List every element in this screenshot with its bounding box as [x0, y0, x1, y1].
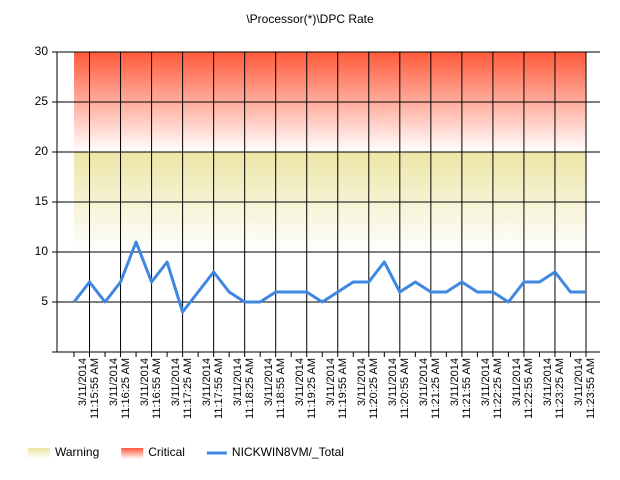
- x-tick-label: 3/11/2014 11:16:25 AM: [107, 358, 132, 419]
- x-tick-label: 3/11/2014 11:21:25 AM: [417, 358, 442, 419]
- x-tick-label: 3/11/2014 11:17:55 AM: [200, 358, 225, 419]
- series-line: [72, 240, 586, 314]
- x-tick-label: 3/11/2014 11:19:25 AM: [293, 358, 318, 419]
- legend-label: NICKWIN8VM/_Total: [232, 445, 344, 459]
- chart-title: \Processor(*)\DPC Rate: [246, 12, 374, 26]
- x-tick-label: 3/11/2014 11:20:55 AM: [386, 358, 411, 419]
- x-tick-label: 3/11/2014 11:23:55 AM: [573, 358, 597, 419]
- y-tick-label: 30: [35, 44, 49, 58]
- legend-swatch: [121, 448, 144, 459]
- x-tick-label: 3/11/2014 11:17:25 AM: [169, 358, 194, 419]
- y-tick-label: 20: [35, 144, 49, 158]
- x-tick-label: 3/11/2014 11:18:55 AM: [262, 358, 287, 419]
- x-tick-label: 3/11/2014 11:22:55 AM: [510, 358, 535, 419]
- y-tick-label: 5: [41, 294, 48, 308]
- x-tick-label: 3/11/2014 11:16:55 AM: [138, 358, 163, 419]
- legend-swatch: [28, 448, 50, 459]
- x-tick-label: 3/11/2014 11:15:55 AM: [76, 358, 101, 419]
- x-tick-label: 3/11/2014 11:22:25 AM: [479, 358, 504, 419]
- y-tick-label: 25: [35, 94, 49, 108]
- x-tick-label: 3/11/2014 11:20:25 AM: [355, 358, 380, 419]
- x-tick-label: 3/11/2014 11:23:25 AM: [541, 358, 566, 419]
- y-tick-label: 15: [35, 194, 49, 208]
- legend-label: Critical: [148, 445, 185, 459]
- x-tick-label: 3/11/2014 11:19:55 AM: [324, 358, 349, 419]
- x-tick-label: 3/11/2014 11:18:25 AM: [231, 358, 256, 419]
- x-tick-label: 3/11/2014 11:21:55 AM: [448, 358, 473, 419]
- y-tick-label: 10: [35, 244, 49, 258]
- legend-label: Warning: [55, 445, 99, 459]
